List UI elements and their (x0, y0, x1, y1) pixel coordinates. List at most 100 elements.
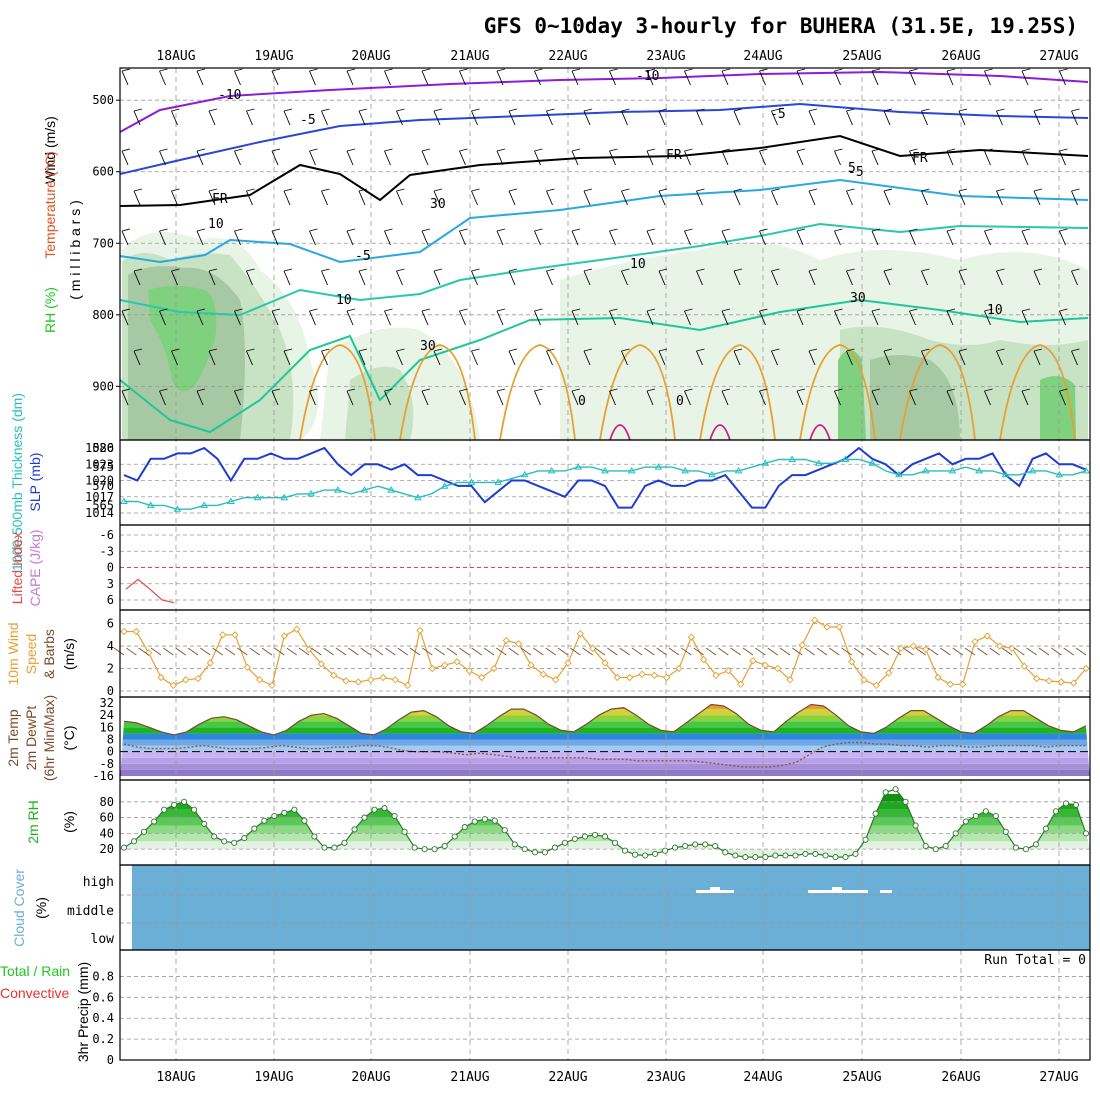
temperature-contour-warm (799, 344, 876, 441)
wind-barb-10m (767, 647, 778, 656)
wind-barb (321, 188, 330, 206)
wind-barb-staff (958, 190, 966, 206)
rh2m-marker (441, 842, 448, 850)
wind-barb-flag (234, 148, 243, 152)
wind-barb-flag (321, 108, 330, 112)
wind-speed-marker (182, 676, 190, 684)
wind-barb (571, 68, 581, 86)
wind-barb-flag (196, 68, 206, 72)
rh2m-marker (792, 852, 799, 859)
thickness-marker (1028, 466, 1037, 474)
wind-barb (396, 108, 405, 126)
wind-barb-staff (196, 70, 204, 86)
wind-barb-staff (358, 190, 366, 206)
wind-barb (433, 108, 443, 126)
temperature-contour-warm (599, 344, 676, 441)
temp-band (120, 715, 1090, 722)
wind-barb-flag (171, 188, 180, 192)
wind-barb-staff (208, 190, 216, 206)
wind-barb-flag (684, 68, 693, 72)
wind-barb (346, 228, 356, 246)
thickness-marker (574, 463, 583, 470)
wind-speed-marker (404, 681, 412, 690)
wind-barb (246, 188, 255, 206)
rh2m-marker (772, 852, 779, 859)
wind-barb-staff (583, 270, 591, 286)
wind-barb-10m (977, 647, 988, 656)
wind-barb (133, 108, 143, 126)
cloud-cover-fill (132, 865, 1090, 950)
wind-barb-staff (1071, 110, 1078, 126)
wind-barb-staff (283, 350, 291, 366)
wind-barb-staff (646, 390, 654, 406)
temp-tick-label: -8 (100, 757, 114, 771)
wind-barb-staff (609, 310, 616, 326)
wind-barb-staff (121, 150, 129, 166)
wind-barb-flag (883, 348, 893, 352)
wind-barb-flag (534, 148, 543, 152)
temp2m-unit-label: (°C) (61, 725, 77, 750)
rh2m-marker (411, 844, 418, 851)
wind-barb (733, 348, 743, 366)
wind-speed-marker (354, 678, 362, 686)
wind-barb-staff (684, 70, 691, 86)
rh2m-marker (1052, 808, 1059, 815)
wind-barb-staff (883, 350, 891, 366)
thickness-marker (1001, 470, 1010, 478)
wind-barb-flag (1033, 108, 1043, 112)
wind-barb-staff (733, 190, 741, 206)
wind-barb (346, 308, 356, 326)
thickness-marker (627, 466, 636, 474)
wind-barb (309, 308, 318, 326)
wind-barb (996, 268, 1005, 286)
wind-barb-flag (696, 268, 705, 272)
wind-barb-staff (271, 310, 279, 326)
wind-barb (646, 228, 656, 246)
wind-barb-10m (212, 647, 223, 656)
wind-speed-marker (280, 632, 288, 640)
wind-barb-flag (946, 68, 956, 72)
wind-barb-flag (1033, 188, 1043, 192)
wind-barb-staff (496, 230, 504, 246)
wind-barb (571, 148, 581, 166)
rh-tick-label: 40 (100, 826, 114, 840)
wind-barb (871, 308, 881, 326)
thickness-marker (921, 466, 930, 474)
wind-barb-staff (321, 190, 328, 206)
wind-barb-flag (984, 388, 993, 392)
date-label-bottom: 23AUG (646, 1070, 685, 1085)
wind-barb (159, 148, 168, 166)
wind-barb (433, 348, 443, 366)
wind-barb-staff (471, 350, 478, 366)
wind-barb-staff (808, 190, 816, 206)
wind-barb (996, 108, 1005, 126)
wind-barb-staff (283, 110, 291, 126)
rh2m-marker (1082, 830, 1090, 837)
wind-barb-flag (796, 388, 806, 392)
wind-barb-staff (246, 190, 253, 206)
wind-barb (171, 188, 180, 206)
date-label-top: 18AUG (156, 49, 195, 64)
wind-barb (121, 148, 131, 166)
wind-barb-flag (871, 228, 881, 232)
rh2m-marker (682, 842, 689, 850)
wind-barb-staff (834, 230, 841, 246)
thickness-marker (494, 478, 502, 485)
wind-barb-staff (984, 150, 991, 166)
thickness-marker (333, 486, 342, 493)
wind-barb-staff (571, 70, 579, 86)
rh2m-marker (992, 812, 999, 820)
wind-barb-flag (346, 308, 356, 312)
wind-barb (733, 188, 743, 206)
wind-barb-flag (1059, 388, 1068, 392)
wind-barb-staff (609, 230, 616, 246)
wind-barb (271, 308, 281, 326)
wind-barb (646, 308, 656, 326)
wind-barb (508, 188, 518, 206)
wind-barb-10m (792, 647, 803, 656)
wind-barb (771, 348, 780, 366)
contour-label: 0 (676, 394, 684, 409)
rh2m-marker (401, 828, 408, 835)
wind-barb-staff (1033, 350, 1041, 366)
wind-barb-flag (421, 68, 431, 72)
